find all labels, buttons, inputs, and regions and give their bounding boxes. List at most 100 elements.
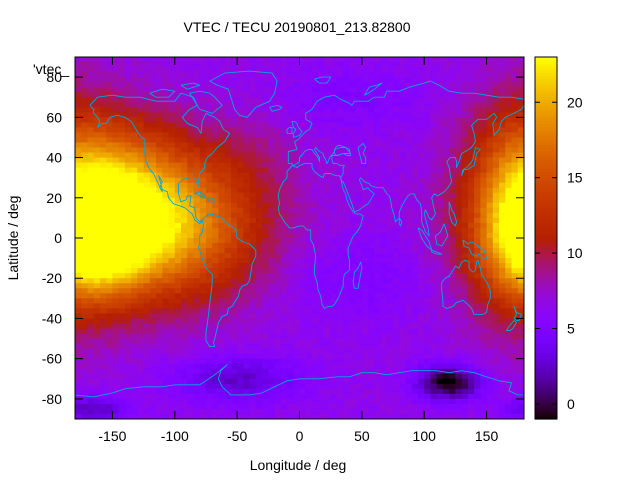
heatmap-cell xyxy=(124,388,132,395)
heatmap-cell xyxy=(405,328,413,335)
heatmap-cell xyxy=(287,283,294,289)
heatmap-cell xyxy=(311,127,319,134)
heatmap-cell xyxy=(137,278,145,284)
heatmap-cell xyxy=(405,97,413,103)
heatmap-cell xyxy=(299,333,307,340)
heatmap-cell xyxy=(505,92,513,98)
heatmap-cell xyxy=(380,137,388,144)
heatmap-cell xyxy=(405,343,413,350)
heatmap-cell xyxy=(205,77,213,83)
heatmap-cell xyxy=(305,217,313,224)
heatmap-cell xyxy=(499,202,506,209)
heatmap-cell xyxy=(430,142,438,149)
heatmap-cell xyxy=(124,393,132,400)
heatmap-cell xyxy=(517,263,524,269)
heatmap-cell xyxy=(499,298,506,304)
heatmap-cell xyxy=(293,368,301,375)
heatmap-cell xyxy=(187,358,195,365)
heatmap-cell xyxy=(349,313,357,320)
heatmap-cell xyxy=(368,383,375,390)
heatmap-cell xyxy=(393,313,400,320)
heatmap-cell xyxy=(517,238,524,244)
heatmap-cell xyxy=(486,77,494,83)
heatmap-cell xyxy=(505,162,513,169)
heatmap-cell xyxy=(499,363,506,370)
heatmap-cell xyxy=(324,122,332,128)
heatmap-cell xyxy=(268,182,276,189)
heatmap-cell xyxy=(349,197,357,204)
heatmap-cell xyxy=(75,222,82,229)
heatmap-cell xyxy=(517,323,524,330)
heatmap-cell xyxy=(124,263,132,269)
heatmap-cell xyxy=(237,358,244,365)
heatmap-cell xyxy=(355,187,363,194)
heatmap-cell xyxy=(287,67,294,73)
heatmap-cell xyxy=(205,338,213,345)
heatmap-cell xyxy=(486,328,494,335)
heatmap-cell xyxy=(149,167,157,174)
heatmap-cell xyxy=(168,323,176,330)
heatmap-cell xyxy=(330,157,338,164)
heatmap-cell xyxy=(499,353,506,360)
heatmap-cell xyxy=(293,258,301,264)
heatmap-cell xyxy=(181,358,188,365)
heatmap-cell xyxy=(187,132,195,139)
heatmap-cell xyxy=(274,318,282,325)
heatmap-cell xyxy=(424,283,432,289)
heatmap-cell xyxy=(243,283,251,289)
heatmap-cell xyxy=(205,243,213,249)
heatmap-cell xyxy=(262,227,269,234)
heatmap-cell xyxy=(299,212,307,219)
heatmap-cell xyxy=(187,243,195,249)
heatmap-cell xyxy=(237,383,244,390)
heatmap-cell xyxy=(124,338,132,345)
heatmap-cell xyxy=(393,82,400,88)
heatmap-cell xyxy=(156,388,163,395)
heatmap-cell xyxy=(417,243,425,249)
heatmap-cell xyxy=(230,293,238,299)
heatmap-cell xyxy=(218,137,226,144)
heatmap-cell xyxy=(505,373,513,380)
heatmap-cell xyxy=(405,288,413,294)
heatmap-cell xyxy=(162,248,170,254)
heatmap-cell xyxy=(299,318,307,325)
heatmap-cell xyxy=(499,62,506,68)
heatmap-cell xyxy=(230,82,238,88)
heatmap-cell xyxy=(255,82,263,88)
heatmap-cell xyxy=(417,248,425,254)
heatmap-cell xyxy=(436,182,444,189)
heatmap-cell xyxy=(330,192,338,199)
heatmap-cell xyxy=(156,217,163,224)
heatmap-cell xyxy=(124,283,132,289)
heatmap-cell xyxy=(442,82,450,88)
heatmap-cell xyxy=(249,192,257,199)
heatmap-cell xyxy=(386,107,394,113)
heatmap-cell xyxy=(255,197,263,204)
heatmap-cell xyxy=(355,182,363,189)
heatmap-cell xyxy=(311,162,319,169)
heatmap-cell xyxy=(467,222,475,229)
heatmap-cell xyxy=(368,343,375,350)
heatmap-cell xyxy=(262,192,269,199)
heatmap-cell xyxy=(374,338,382,345)
heatmap-cell xyxy=(143,293,151,299)
heatmap-cell xyxy=(492,152,500,159)
heatmap-cell xyxy=(505,177,513,184)
heatmap-cell xyxy=(368,112,375,118)
heatmap-cell xyxy=(143,232,151,239)
heatmap-cell xyxy=(212,112,220,118)
heatmap-cell xyxy=(93,117,101,123)
heatmap-cell xyxy=(343,132,350,139)
heatmap-cell xyxy=(368,348,375,355)
heatmap-cell xyxy=(224,313,232,320)
heatmap-cell xyxy=(255,288,263,294)
heatmap-cell xyxy=(156,348,163,355)
heatmap-cell xyxy=(336,107,344,113)
heatmap-cell xyxy=(262,253,269,259)
heatmap-cell xyxy=(143,243,151,249)
heatmap-cell xyxy=(168,162,176,169)
heatmap-cell xyxy=(137,358,145,365)
heatmap-cell xyxy=(106,348,114,355)
heatmap-cell xyxy=(87,283,95,289)
heatmap-cell xyxy=(393,358,400,365)
